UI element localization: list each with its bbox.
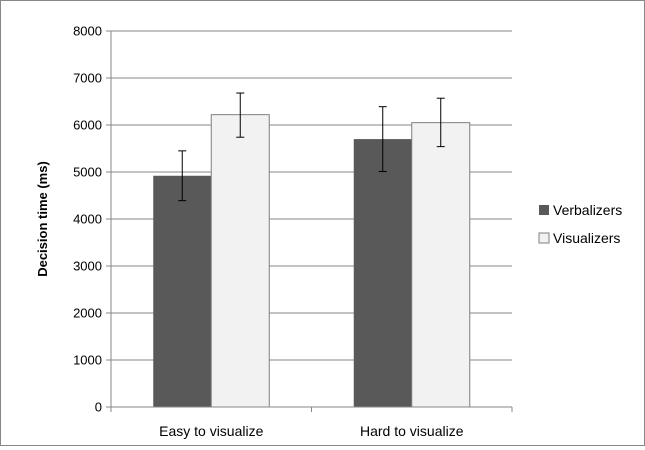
y-tick-label: 4000	[73, 212, 102, 227]
y-tick-label: 7000	[73, 71, 102, 86]
y-tick-label: 6000	[73, 118, 102, 133]
error-bars	[178, 92, 445, 202]
y-tick-label: 0	[95, 400, 102, 415]
y-tick-label: 5000	[73, 165, 102, 180]
bar-verbalizers-2	[353, 139, 412, 407]
y-tick-label: 3000	[73, 259, 102, 274]
legend-swatch-verbalizers	[539, 205, 549, 215]
tick-labels: 0 1000 2000 3000 4000 5000 6000 7000 8000 Easy to…	[73, 24, 464, 440]
y-tick-label: 2000	[73, 306, 102, 321]
x-category-label: Easy to visualize	[159, 423, 263, 439]
bar-visualizers-2	[411, 122, 471, 408]
bar-verbalizers-1	[153, 175, 212, 407]
legend-label-verbalizers: Verbalizers	[553, 202, 622, 218]
x-category-label: Hard to visualize	[360, 423, 464, 439]
bar-visualizers-1	[210, 114, 270, 408]
y-tick-label: 1000	[73, 353, 102, 368]
legend-label-visualizers: Visualizers	[553, 230, 620, 246]
bars	[153, 114, 471, 408]
legend-swatch-visualizers	[538, 232, 550, 244]
y-axis-label: Decision time (ms)	[35, 161, 50, 277]
axes	[106, 30, 513, 412]
legend: Verbalizers Visualizers	[538, 202, 622, 246]
y-tick-label: 8000	[73, 24, 102, 39]
